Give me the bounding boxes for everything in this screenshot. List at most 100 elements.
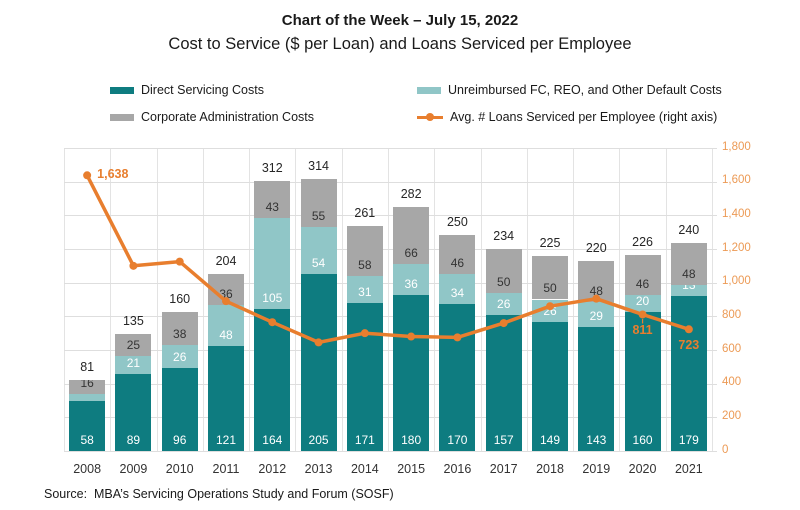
- vertical-gridline: [665, 148, 667, 451]
- bar-segment-corporate-admin: 66: [393, 206, 430, 264]
- legend-label: Corporate Administration Costs: [141, 110, 314, 124]
- bar-segment-value: 179: [678, 432, 699, 447]
- bar-segment-direct-servicing: 164: [254, 309, 291, 451]
- source-note: Source: MBA’s Servicing Operations Study…: [44, 487, 394, 501]
- x-axis-label: 2021: [674, 462, 703, 476]
- bar-segment-unreimbursed-default: 105: [254, 218, 291, 309]
- bar-total-label: 234: [493, 229, 515, 244]
- bar-total-label: 204: [215, 253, 237, 268]
- bar-segment-value: 66: [404, 245, 418, 260]
- bar-segment-value: 58: [358, 258, 372, 273]
- bar-segment-value: 160: [632, 432, 653, 447]
- vertical-gridline: [110, 148, 112, 451]
- right-axis-tick-label: 200: [722, 409, 742, 422]
- bar-segment-corporate-admin: 48: [578, 260, 615, 303]
- vertical-gridline: [64, 148, 65, 451]
- bar-total-label: 81: [80, 360, 95, 374]
- bar-segment-value: 31: [358, 284, 372, 299]
- corporate-administration-costs-swatch-icon: [110, 113, 134, 121]
- horizontal-gridline: [64, 181, 717, 183]
- bar-total-label: 282: [400, 186, 422, 201]
- bar-segment-value: 20: [635, 295, 650, 309]
- vertical-gridline: [341, 148, 343, 451]
- bar-total-label: 226: [632, 235, 653, 250]
- vertical-gridline: [619, 148, 621, 451]
- bar-segment-corporate-admin: 50: [485, 249, 522, 293]
- x-axis-label: 2013: [304, 462, 333, 476]
- bar-segment-value: 8: [84, 394, 91, 401]
- page-subtitle: Cost to Service ($ per Loan) and Loans S…: [168, 35, 632, 53]
- bar-total-label: 220: [585, 240, 607, 255]
- bar-segment-value: 46: [450, 256, 465, 271]
- direct-servicing-costs-swatch-icon: [110, 86, 134, 94]
- bar-segment-value: 21: [126, 355, 141, 370]
- bar-segment-direct-servicing: 205: [300, 273, 337, 451]
- line-point-label: 1,638: [97, 167, 129, 182]
- unreimbursed-default-costs-swatch-icon: [417, 86, 441, 94]
- horizontal-gridline: [64, 451, 717, 452]
- x-axis-label: 2014: [350, 462, 379, 476]
- chart-legend: Direct Servicing Costs Unreimbursed FC, R…: [110, 83, 722, 124]
- bar-segment-corporate-admin: 58: [346, 225, 383, 277]
- bar-segment-value: 29: [589, 309, 603, 324]
- bar-segment-direct-servicing: 89: [115, 373, 152, 451]
- x-axis-label: 2012: [258, 462, 287, 476]
- horizontal-gridline: [64, 383, 717, 385]
- bar-segment-value: 143: [586, 432, 607, 447]
- bar-segment-value: 36: [404, 277, 418, 292]
- vertical-gridline: [573, 148, 575, 451]
- bar-segment-value: 13: [682, 284, 696, 293]
- bar-segment-unreimbursed-default: 13: [670, 284, 707, 297]
- x-axis-label: 2017: [489, 462, 518, 476]
- bar-segment-direct-servicing: 170: [439, 303, 476, 451]
- bar-segment-unreimbursed-default: 29: [578, 302, 615, 328]
- legend-label: Avg. # Loans Serviced per Employee (righ…: [450, 110, 718, 124]
- bar-segment-value: 205: [308, 432, 329, 447]
- bar-segment-unreimbursed-default: 8: [69, 393, 106, 401]
- bar-segment-value: 50: [543, 281, 557, 296]
- legend-item-unreimbursed-default-costs: Unreimbursed FC, REO, and Other Default …: [417, 83, 722, 97]
- bar-total-label: 240: [678, 223, 700, 238]
- bar-segment-unreimbursed-default: 26: [485, 292, 522, 316]
- bar-segment-unreimbursed-default: 21: [115, 355, 152, 374]
- horizontal-gridline: [64, 215, 717, 217]
- right-axis-tick-label: 1,200: [722, 241, 751, 254]
- right-axis-tick-label: 800: [722, 308, 742, 321]
- bar-segment-direct-servicing: 121: [208, 346, 244, 451]
- bar-segment-direct-servicing: 143: [578, 327, 615, 451]
- bar-segment-corporate-admin: 36: [208, 273, 244, 305]
- bar-total-label: 160: [169, 292, 191, 307]
- bar-segment-corporate-admin: 38: [161, 312, 198, 346]
- bar-total-label: 314: [308, 159, 329, 174]
- bar-segment-value: 38: [173, 327, 187, 342]
- right-axis-tick-label: 1,800: [722, 140, 751, 153]
- bar-segment-value: 50: [497, 274, 511, 289]
- vertical-gridline: [249, 148, 251, 451]
- bar-total-label: 135: [122, 314, 144, 329]
- legend-dot: [426, 113, 434, 121]
- bar-segment-value: 36: [219, 286, 233, 301]
- horizontal-gridline: [64, 148, 717, 149]
- bar-segment-direct-servicing: 180: [393, 295, 430, 451]
- bar-segment-value: 149: [539, 432, 561, 447]
- bar-segment-value: 164: [262, 432, 283, 447]
- bar-segment-corporate-admin: 50: [532, 256, 568, 300]
- legend-label: Unreimbursed FC, REO, and Other Default …: [448, 83, 722, 97]
- horizontal-gridline: [64, 350, 717, 351]
- bar-segment-value: 26: [497, 297, 511, 312]
- x-axis-label: 2008: [73, 462, 102, 476]
- vertical-gridline: [480, 148, 482, 451]
- bar-segment-value: 55: [311, 208, 326, 223]
- avg-loans-serviced-per-employee-line-marker-icon: [417, 113, 443, 122]
- line-point-label: 723: [678, 338, 700, 353]
- vertical-gridline: [712, 148, 713, 451]
- vertical-gridline: [434, 148, 436, 451]
- right-axis-tick-label: 0: [722, 443, 729, 456]
- x-axis-label: 2015: [397, 462, 426, 476]
- bar-segment-unreimbursed-default: 26: [161, 345, 198, 368]
- bar-segment-direct-servicing: 179: [670, 296, 707, 451]
- bar-segment-value: 171: [354, 432, 375, 447]
- bar-segment-value: 170: [447, 432, 468, 447]
